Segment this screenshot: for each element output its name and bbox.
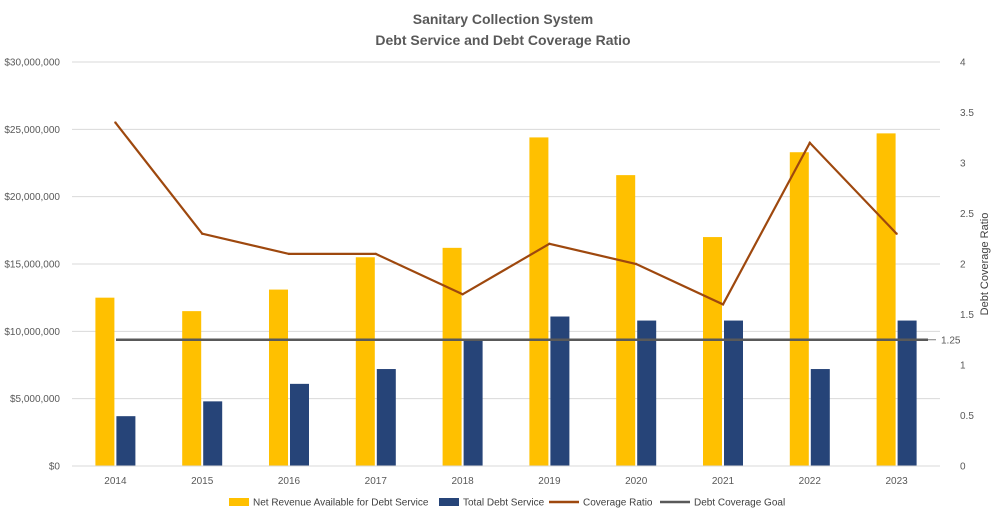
net-revenue-bar — [616, 175, 636, 466]
total-debt-service-bar — [550, 316, 570, 466]
x-tick-label: 2014 — [104, 476, 127, 487]
right-tick-label: 2 — [960, 260, 966, 271]
total-debt-service-bar — [116, 416, 136, 466]
total-debt-service-bar — [203, 401, 223, 466]
left-tick-label: $0 — [49, 462, 61, 473]
total-debt-service-bar — [376, 369, 396, 466]
coverage-ratio-point — [374, 252, 377, 256]
coverage-ratio-point — [635, 262, 638, 266]
legend: Net Revenue Available for Debt Service To… — [229, 498, 785, 509]
bars — [95, 133, 917, 466]
left-tick-label: $30,000,000 — [4, 58, 60, 69]
chart-title-line1: Sanitary Collection System — [413, 11, 594, 27]
net-revenue-bar — [269, 289, 288, 466]
right-axis-title: Debt Coverage Ratio — [979, 213, 991, 316]
total-debt-service-bar — [897, 320, 917, 466]
total-debt-service-bar — [290, 383, 309, 466]
x-tick-label: 2020 — [625, 476, 648, 487]
right-tick-label: 2.5 — [960, 209, 974, 220]
gridlines — [72, 61, 940, 467]
x-tick-label: 2021 — [712, 476, 735, 487]
right-tick-label: 0 — [960, 462, 966, 473]
net-revenue-bar — [529, 137, 549, 466]
coverage-ratio-point — [895, 232, 898, 235]
net-revenue-bar — [876, 133, 896, 466]
right-tick-label: 0.5 — [960, 411, 974, 422]
right-tick-label: 1.5 — [960, 310, 974, 321]
x-axis: 2014 2015 2016 2017 2018 2019 2020 2021 2022 2023 — [72, 465, 940, 487]
legend-label-debt-coverage-goal: Debt Coverage Goal — [694, 498, 785, 509]
left-tick-label: $20,000,000 — [4, 192, 60, 203]
total-debt-service-bar — [637, 320, 657, 466]
net-revenue-bar — [182, 311, 202, 466]
legend-label-net-revenue: Net Revenue Available for Debt Service — [253, 498, 429, 509]
coverage-ratio-point — [808, 141, 811, 144]
left-tick-label: $5,000,000 — [10, 394, 60, 405]
debt-coverage-goal: 1.25 — [116, 335, 961, 346]
x-tick-label: 2022 — [799, 476, 822, 487]
coverage-ratio-point — [114, 121, 117, 124]
chart-title-line2: Debt Service and Debt Coverage Ratio — [375, 32, 630, 48]
total-debt-service-bar — [724, 320, 743, 466]
net-revenue-bar — [355, 257, 375, 466]
x-tick-label: 2016 — [278, 476, 301, 487]
coverage-ratio-point — [287, 252, 291, 256]
total-debt-service-bar — [463, 339, 483, 466]
goal-value-label: 1.25 — [941, 335, 961, 346]
coverage-ratio-point — [548, 242, 551, 245]
left-tick-label: $15,000,000 — [4, 260, 60, 271]
coverage-ratio-line — [114, 121, 898, 306]
legend-label-coverage-ratio: Coverage Ratio — [583, 498, 653, 509]
coverage-ratio-point — [721, 303, 725, 306]
x-tick-label: 2015 — [191, 476, 214, 487]
left-tick-label: $25,000,000 — [4, 125, 60, 136]
left-axis: $0 $5,000,000 $10,000,000 $15,000,000 $20,00… — [4, 58, 60, 473]
legend-label-total-debt-service: Total Debt Service — [463, 498, 545, 509]
coverage-ratio-point — [461, 293, 464, 296]
right-tick-label: 4 — [960, 58, 966, 69]
x-tick-label: 2018 — [451, 476, 474, 487]
coverage-ratio-point — [201, 232, 204, 235]
x-tick-label: 2017 — [365, 476, 388, 487]
x-tick-label: 2019 — [538, 476, 561, 487]
net-revenue-bar — [442, 247, 462, 466]
net-revenue-bar — [703, 237, 722, 466]
x-tick-label: 2023 — [885, 476, 908, 487]
legend-key-net-revenue — [229, 498, 249, 506]
legend-key-total-debt-service — [439, 498, 459, 506]
right-tick-label: 3.5 — [960, 108, 974, 119]
right-axis: 0 0.5 1 1.5 2 2.5 3 3.5 4 — [960, 58, 974, 473]
left-tick-label: $10,000,000 — [4, 327, 60, 338]
total-debt-service-bar — [810, 369, 830, 466]
coverage-ratio-polyline — [114, 121, 898, 306]
net-revenue-bar — [789, 152, 809, 466]
net-revenue-bar — [95, 297, 115, 466]
right-tick-label: 1 — [960, 361, 966, 372]
right-tick-label: 3 — [960, 159, 966, 170]
